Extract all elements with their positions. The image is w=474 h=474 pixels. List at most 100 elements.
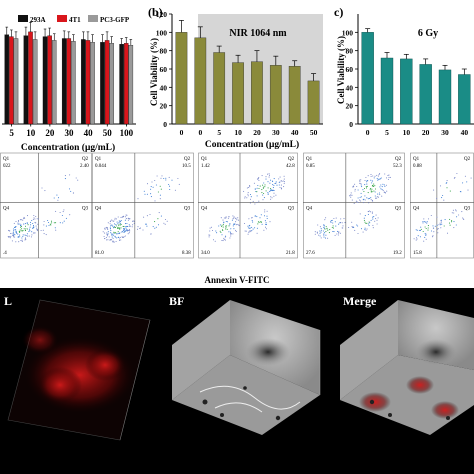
flow-event-dot: [269, 190, 271, 193]
flow-event-dot: [267, 181, 269, 183]
flow-event-dot: [264, 184, 266, 186]
flow-event-dot: [259, 185, 261, 187]
flow-event-dot: [375, 214, 377, 216]
flow-q2-label: Q2: [395, 157, 402, 162]
flow-event-dot: [156, 175, 158, 177]
flow-event-dot: [168, 176, 170, 178]
flow-event-dot: [235, 218, 237, 220]
flow-event-dot: [441, 223, 443, 225]
bar-a-4t1-40: [85, 40, 91, 125]
flow-event-dot: [32, 232, 34, 234]
flow-event-dot: [266, 210, 268, 212]
bar-c-1: [380, 57, 394, 125]
flow-event-dot: [125, 227, 127, 229]
flow-event-dot: [106, 233, 108, 235]
flow-q2-value: 42.8: [286, 164, 295, 169]
xtick-label-a-0: 5: [9, 128, 14, 138]
bar-a-4t1-10: [28, 31, 33, 125]
flow-event-dot: [374, 191, 376, 193]
flow-q1-value: 1.42: [201, 164, 210, 169]
flow-event-dot: [422, 222, 424, 224]
flow-q4-label: Q4: [95, 206, 102, 211]
flow-event-dot: [104, 227, 106, 229]
flow-event-dot: [110, 230, 112, 232]
flow-event-dot: [19, 230, 21, 232]
flow-event-dot: [316, 232, 318, 234]
flow-event-dot: [230, 228, 232, 230]
flow-event-dot: [44, 190, 46, 192]
flow-event-dot: [137, 198, 139, 200]
flow-event-dot: [370, 190, 372, 192]
flow-event-dot: [45, 225, 47, 227]
flow-event-dot: [23, 223, 25, 225]
flow-event-dot: [249, 198, 252, 200]
panel-c-ylabel: Cell Viability (%): [336, 36, 346, 104]
flow-event-dot: [415, 229, 417, 231]
flow-event-dot: [249, 231, 251, 233]
flow-event-dot: [272, 187, 274, 189]
xtick-label-b-3: 10: [234, 128, 242, 137]
flow-event-dot: [470, 177, 472, 179]
flow-event-dot: [51, 222, 53, 224]
flow-event-dot: [455, 209, 457, 211]
xtick-label-c-0: 0: [366, 128, 370, 137]
flow-event-dot: [119, 236, 121, 238]
flow-event-dot: [344, 222, 346, 224]
flow-event-dot: [62, 211, 64, 213]
flow-event-dot: [273, 192, 275, 194]
flow-event-dot: [110, 232, 112, 234]
flow-event-dot: [256, 195, 258, 197]
flow-event-dot: [448, 222, 451, 224]
flow-event-dot: [152, 186, 154, 188]
flow-event-dot: [320, 229, 322, 231]
flow-event-dot: [154, 179, 156, 182]
flow-event-dot: [115, 218, 117, 220]
flow-event-dot: [150, 196, 152, 198]
flow-event-dot: [256, 202, 258, 204]
flow-event-dot: [449, 224, 451, 226]
bar-c-2: [400, 58, 413, 125]
flow-event-dot: [149, 213, 151, 216]
flow-event-dot: [223, 238, 225, 240]
flow-event-dot: [129, 225, 131, 227]
flow-event-dot: [228, 216, 230, 218]
flow-event-dot: [214, 240, 216, 242]
flow-event-dot: [249, 202, 251, 204]
xtick-label-a-2: 20: [45, 128, 55, 138]
ytick-label-c-5: 100: [342, 28, 354, 37]
bar-a-293a-50: [100, 42, 105, 125]
flow-event-dot: [24, 234, 26, 236]
flow-event-dot: [378, 174, 380, 176]
bf-particle-3: [275, 415, 281, 421]
flow-event-dot: [62, 222, 64, 224]
flow-event-dot: [340, 221, 342, 224]
bar-c-3: [419, 64, 432, 125]
flow-event-dot: [28, 230, 30, 232]
flow-event-dot: [107, 233, 109, 235]
flow-event-dot: [338, 223, 340, 225]
flow-event-dot: [258, 176, 260, 179]
flow-event-dot: [208, 234, 210, 236]
flow-event-dot: [50, 220, 53, 222]
flow-event-dot: [351, 226, 353, 228]
xtick-label-b-4: 20: [253, 128, 261, 137]
ytick-label-b-3: 60: [160, 65, 168, 74]
flow-event-dot: [255, 190, 257, 193]
flow-event-dot: [423, 240, 425, 242]
ytick-label-b-2: 40: [160, 83, 168, 92]
flow-event-dot: [32, 218, 34, 220]
flow-event-dot: [336, 230, 339, 232]
xtick-label-a-5: 50: [103, 128, 113, 138]
flow-event-dot: [125, 225, 127, 227]
flow-q4-value: 81.0: [95, 251, 104, 256]
flow-event-dot: [371, 212, 373, 214]
flow-event-dot: [233, 228, 235, 230]
flow-event-dot: [124, 230, 126, 232]
flow-event-dot: [430, 230, 433, 232]
flow-event-dot: [168, 185, 171, 187]
flow-event-dot: [351, 199, 353, 201]
flow-event-dot: [8, 229, 10, 231]
flow-event-dot: [359, 182, 361, 185]
flow-event-dot: [23, 218, 25, 220]
flow-event-dot: [467, 189, 469, 191]
